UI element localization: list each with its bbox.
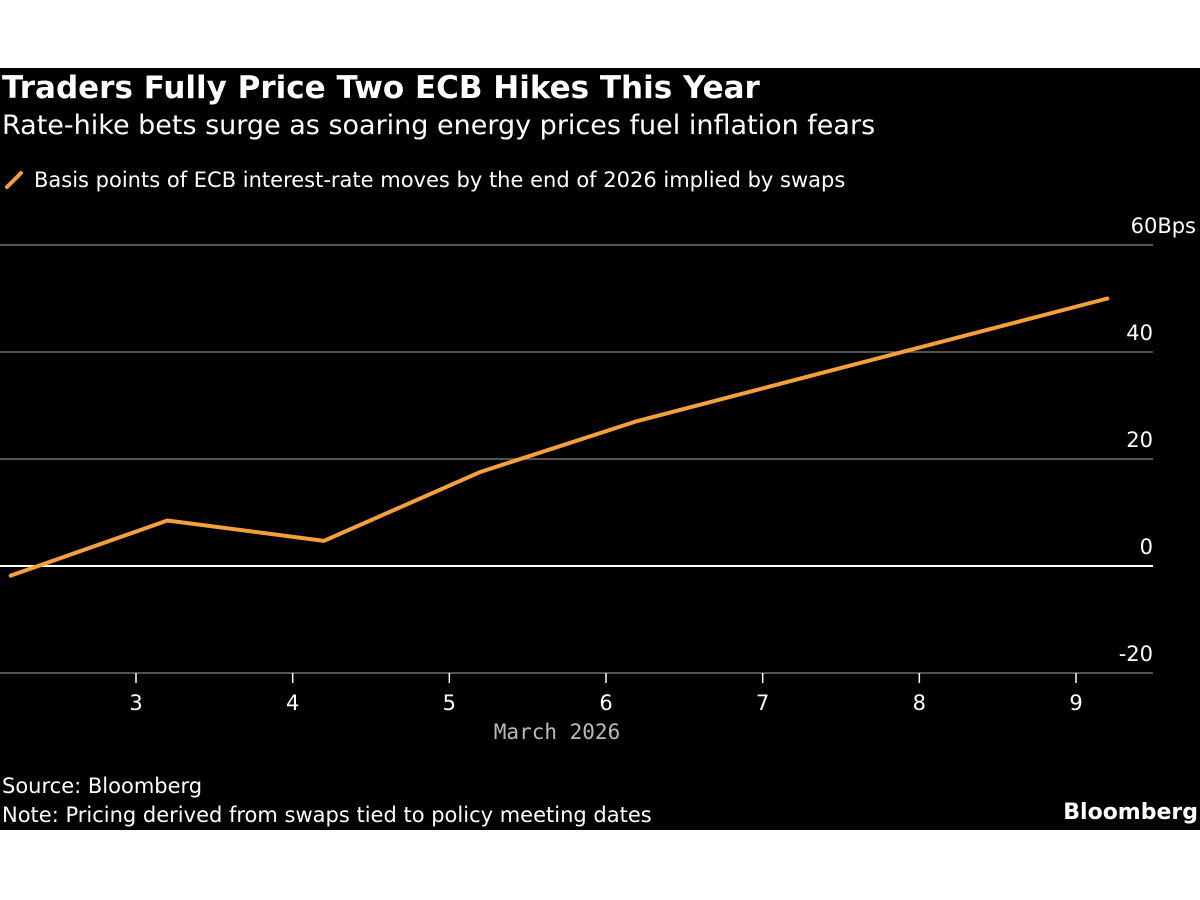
legend-swatch-icon: [5, 171, 23, 189]
y-tick-label: 60Bps: [1131, 214, 1196, 238]
x-tick-label: 8: [913, 691, 926, 715]
x-tick-label: 9: [1069, 691, 1082, 715]
x-tick-label: 4: [286, 691, 299, 715]
note-text: Note: Pricing derived from swaps tied to…: [2, 803, 652, 827]
chart-panel: -20 0 20 40 60Bps 3 4 5 6 7 8 9 March 2026 Traders F…: [0, 68, 1200, 830]
x-tick-label: 5: [443, 691, 456, 715]
series-line: [8, 296, 1110, 578]
y-tick-label: 20: [1126, 428, 1153, 452]
line-chart: -20 0 20 40 60Bps 3 4 5 6 7 8 9 March 2026: [0, 214, 1196, 744]
chart-subtitle: Rate-hike bets surge as soaring energy p…: [2, 110, 876, 141]
bloomberg-logo: Bloomberg: [1063, 800, 1198, 825]
chart-title: Traders Fully Price Two ECB Hikes This Y…: [2, 70, 760, 106]
legend-label: Basis points of ECB interest-rate moves …: [34, 168, 846, 192]
source-text: Source: Bloomberg: [2, 774, 203, 798]
y-tick-label: -20: [1119, 642, 1153, 666]
legend: Basis points of ECB interest-rate moves …: [4, 168, 845, 192]
y-tick-label: 40: [1126, 321, 1153, 345]
y-tick-label: 0: [1140, 535, 1153, 559]
x-axis-label: March 2026: [494, 720, 620, 744]
x-tick-label: 6: [599, 691, 612, 715]
x-tick-label: 7: [756, 691, 769, 715]
x-tick-label: 3: [129, 691, 142, 715]
